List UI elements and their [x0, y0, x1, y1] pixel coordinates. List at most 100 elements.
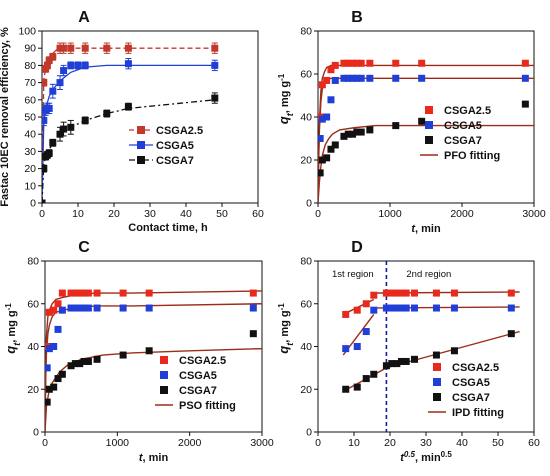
fit-curve: [45, 303, 262, 432]
data-point-csga5: [67, 304, 75, 312]
x-tick-label: 0: [42, 437, 48, 449]
data-point-csga7: [124, 103, 132, 111]
y-tick-label: 80: [27, 256, 39, 268]
x-tick-label: 50: [492, 437, 504, 449]
y-axis-title: qt, mg g-1: [276, 303, 295, 354]
data-point-csga7: [418, 117, 426, 125]
data-point-csga5: [60, 67, 68, 75]
data-point-csga7: [81, 116, 89, 124]
data-point-csga5: [340, 74, 348, 82]
y-tick-label: 100: [18, 26, 36, 38]
legend: CSGA2.5 CSGA5 CSGA7 IPD fitting: [428, 362, 504, 419]
y-tick-label: 30: [24, 146, 36, 158]
y-tick-label: 70: [24, 77, 36, 89]
x-tick-label: 2000: [450, 208, 474, 220]
data-point-csga2-5: [124, 44, 132, 52]
legend: CSGA2.5 CSGA5 CSGA7: [129, 125, 203, 167]
data-point-csga7: [507, 330, 515, 338]
data-point-csga5: [45, 104, 53, 112]
data-point-csga2-5: [353, 59, 361, 67]
data-point-csga2-5: [84, 289, 92, 297]
data-point-csga2-5: [323, 76, 331, 84]
x-tick-label: 60: [528, 437, 540, 449]
data-point-csga2-5: [382, 289, 390, 297]
data-point-csga5: [327, 96, 335, 104]
legend-swatch-marker: [160, 356, 168, 364]
y-tick-label: 20: [27, 384, 39, 396]
region2-label: 2nd region: [406, 269, 451, 280]
x-axis-title: Contact time, h: [128, 222, 208, 234]
y-tick-label: 60: [300, 298, 312, 310]
x-tick-label: 2000: [178, 437, 202, 449]
fit-curve: [45, 290, 262, 432]
data-point-csga7: [103, 110, 111, 118]
panel-letter: B: [351, 9, 363, 26]
data-point-csga7: [67, 362, 75, 370]
panel-letter: D: [351, 239, 363, 256]
data-point-csga2-5: [76, 289, 84, 297]
data-point-csga7: [45, 149, 53, 157]
legend-swatch-marker: [425, 136, 433, 144]
legend-label: CSGA2.5: [444, 105, 491, 117]
legend-label: PSO fitting: [179, 400, 236, 412]
data-point-csga7: [71, 360, 79, 368]
x-tick-label: 0: [39, 208, 45, 220]
legend-swatch-marker: [425, 106, 433, 114]
data-point-csga2-5: [388, 289, 396, 297]
data-point-csga7: [42, 165, 48, 173]
data-point-csga5: [84, 304, 92, 312]
legend-swatch-marker: [433, 363, 441, 371]
data-point-csga7: [42, 199, 46, 203]
x-axis-title: t, min: [139, 452, 169, 464]
x-tick-label: 3000: [522, 208, 546, 220]
plot-area: [318, 59, 534, 203]
y-tick-label: 0: [306, 198, 312, 210]
plot-area: [342, 261, 520, 432]
data-point-csga2-5: [353, 306, 361, 314]
data-point-csga2-5: [366, 59, 374, 67]
data-point-csga7: [362, 375, 370, 383]
y-tick-label: 60: [24, 94, 36, 106]
data-point-csga2-5: [45, 308, 53, 316]
data-point-csga7: [366, 126, 374, 134]
legend-swatch-marker: [160, 371, 168, 379]
plot-frame: [41, 30, 259, 204]
data-point-csga2-5: [103, 44, 111, 52]
data-point-csga2-5: [370, 291, 378, 299]
data-point-csga2-5: [60, 44, 68, 52]
y-tick-label: 80: [300, 256, 312, 268]
x-tick-label: 0: [315, 208, 321, 220]
data-point-csga7: [382, 362, 390, 370]
data-point-csga2-5: [56, 44, 64, 52]
y-tick-label: 80: [300, 26, 312, 38]
y-tick-label: 20: [300, 155, 312, 167]
x-tick-label: 10: [72, 208, 84, 220]
plot-frame: [317, 30, 535, 204]
x-axis-title: t, min: [411, 223, 441, 235]
data-point-csga5: [349, 74, 357, 82]
data-point-csga7: [388, 360, 396, 368]
data-point-csga5: [331, 76, 339, 84]
x-tick-label: 50: [216, 208, 228, 220]
data-point-csga7: [67, 123, 75, 131]
y-tick-label: 40: [300, 341, 312, 353]
plot-area: [42, 42, 219, 203]
data-point-csga7: [450, 347, 458, 355]
y-tick-label: 20: [300, 384, 312, 396]
data-point-csga2-5: [340, 59, 348, 67]
data-point-csga7: [357, 128, 365, 136]
data-point-csga7: [370, 370, 378, 378]
data-point-csga7: [249, 330, 257, 338]
x-tick-label: 30: [420, 437, 432, 449]
data-point-csga5: [211, 61, 219, 69]
legend-swatch-marker: [425, 121, 433, 129]
x-tick-label: 1000: [378, 208, 402, 220]
data-point-csga5: [81, 61, 89, 69]
legend-label: CSGA2.5: [179, 355, 226, 367]
data-point-csga5: [450, 304, 458, 312]
data-point-csga7: [93, 355, 101, 363]
y-tick-label: 60: [300, 69, 312, 81]
legend-label: CSGA7: [156, 155, 194, 167]
y-tick-label: 50: [24, 112, 36, 124]
legend-label: CSGA2.5: [156, 125, 203, 137]
